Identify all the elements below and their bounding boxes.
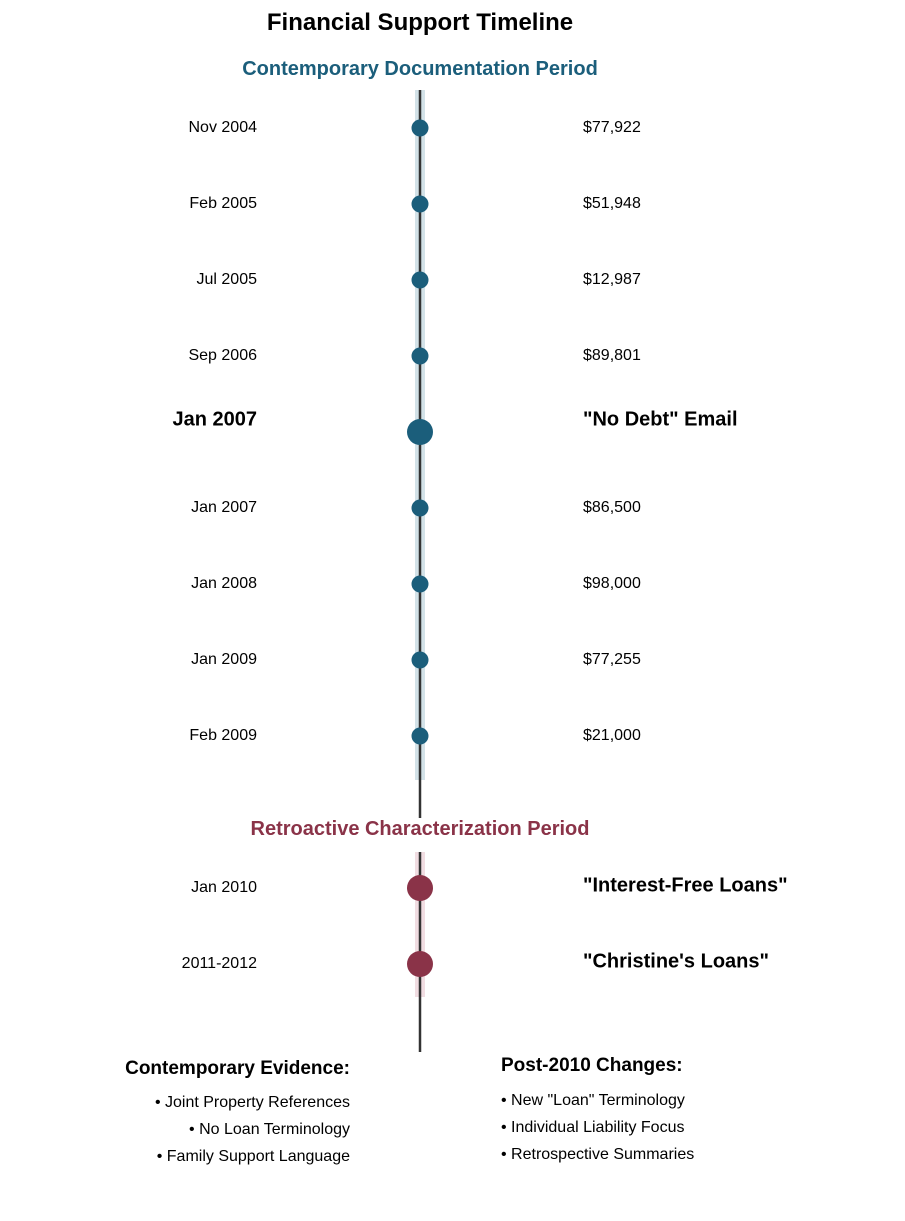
contemporary-events: Nov 2004 $77,922 Feb 2005 $51,948 Jul 2005 $1… <box>172 119 738 745</box>
event-date: Jan 2010 <box>191 879 257 896</box>
contemporary-evidence-item: • Family Support Language <box>157 1148 350 1165</box>
event-amount: $77,255 <box>583 651 641 668</box>
post-2010-changes-item: • Individual Liability Focus <box>501 1119 684 1136</box>
event-label-highlight: "No Debt" Email <box>583 408 738 430</box>
event-marker <box>411 575 429 593</box>
event-amount: $86,500 <box>583 499 641 516</box>
contemporary-evidence-item: • Joint Property References <box>155 1094 350 1111</box>
post-2010-changes-item: • Retrospective Summaries <box>501 1146 694 1163</box>
event-label-highlight: "Christine's Loans" <box>583 950 769 972</box>
event-amount: $21,000 <box>583 727 641 744</box>
event-marker <box>411 651 429 669</box>
event-marker <box>411 119 429 137</box>
post-2010-changes-title: Post-2010 Changes: <box>501 1055 683 1076</box>
event-date: Nov 2004 <box>189 119 258 136</box>
event-marker <box>407 875 433 901</box>
event-date: Jan 2007 <box>191 499 257 516</box>
retro-section-title: Retroactive Characterization Period <box>251 818 590 840</box>
event-date: 2011-2012 <box>182 955 257 972</box>
event-marker <box>411 727 429 745</box>
event-date: Sep 2006 <box>188 347 257 364</box>
event-date: Jan 2009 <box>191 651 257 668</box>
event-date: Feb 2005 <box>189 195 257 212</box>
event-marker <box>411 271 429 289</box>
event-label-highlight: "Interest-Free Loans" <box>583 874 788 896</box>
event-date: Jan 2008 <box>191 575 257 592</box>
event-amount: $89,801 <box>583 347 641 364</box>
event-date: Jul 2005 <box>197 271 258 288</box>
post-2010-changes-item: • New "Loan" Terminology <box>501 1092 685 1109</box>
event-marker <box>411 195 429 213</box>
event-amount: $51,948 <box>583 195 641 212</box>
event-amount: $77,922 <box>583 119 641 136</box>
event-marker <box>411 347 429 365</box>
event-date: Feb 2009 <box>189 727 257 744</box>
event-marker <box>411 499 429 517</box>
contemporary-section-title: Contemporary Documentation Period <box>242 58 598 80</box>
retro-events: Jan 2010 "Interest-Free Loans" 2011-2012 "C… <box>182 874 788 977</box>
contemporary-evidence-title: Contemporary Evidence: <box>125 1058 350 1079</box>
diagram-title: Financial Support Timeline <box>267 9 573 36</box>
event-marker <box>407 951 433 977</box>
event-date: Jan 2007 <box>172 408 257 430</box>
event-marker <box>407 419 433 445</box>
event-amount: $98,000 <box>583 575 641 592</box>
event-amount: $12,987 <box>583 271 641 288</box>
contemporary-evidence-item: • No Loan Terminology <box>189 1121 350 1138</box>
